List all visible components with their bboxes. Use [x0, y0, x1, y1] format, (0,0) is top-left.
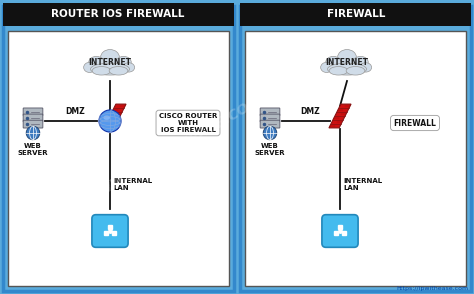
- FancyBboxPatch shape: [23, 114, 43, 122]
- Text: WWW.IPWITHEASE.COM: WWW.IPWITHEASE.COM: [95, 93, 264, 199]
- FancyBboxPatch shape: [240, 3, 471, 26]
- Ellipse shape: [337, 50, 356, 65]
- Circle shape: [99, 110, 121, 132]
- Ellipse shape: [123, 63, 135, 72]
- FancyBboxPatch shape: [260, 114, 280, 122]
- FancyBboxPatch shape: [8, 31, 229, 286]
- Ellipse shape: [328, 63, 366, 75]
- Text: WEB
SERVER: WEB SERVER: [18, 143, 48, 156]
- Ellipse shape: [103, 116, 110, 120]
- Ellipse shape: [100, 50, 119, 65]
- Circle shape: [26, 126, 40, 140]
- FancyBboxPatch shape: [92, 215, 128, 247]
- FancyBboxPatch shape: [240, 6, 471, 291]
- Ellipse shape: [353, 56, 368, 68]
- FancyBboxPatch shape: [260, 120, 280, 128]
- Ellipse shape: [320, 62, 333, 73]
- Text: INTERNET: INTERNET: [326, 58, 368, 66]
- Text: WEB
SERVER: WEB SERVER: [255, 143, 285, 156]
- Text: INTERNET: INTERNET: [89, 58, 131, 66]
- Ellipse shape: [326, 56, 341, 68]
- Text: ROUTER IOS FIREWALL: ROUTER IOS FIREWALL: [51, 9, 185, 19]
- FancyBboxPatch shape: [3, 6, 234, 291]
- FancyBboxPatch shape: [3, 3, 234, 26]
- Polygon shape: [104, 104, 126, 128]
- Ellipse shape: [116, 56, 131, 68]
- Ellipse shape: [360, 63, 372, 72]
- Text: FIREWALL: FIREWALL: [393, 118, 437, 128]
- Text: DMZ: DMZ: [65, 107, 85, 116]
- FancyBboxPatch shape: [23, 120, 43, 128]
- Polygon shape: [329, 104, 351, 128]
- FancyBboxPatch shape: [260, 108, 280, 116]
- Ellipse shape: [92, 66, 111, 75]
- Ellipse shape: [346, 66, 365, 75]
- Text: CISCO ROUTER
WITH
IOS FIREWALL: CISCO ROUTER WITH IOS FIREWALL: [159, 113, 217, 133]
- Text: INTERNAL
LAN: INTERNAL LAN: [113, 178, 152, 191]
- Ellipse shape: [83, 62, 96, 73]
- Ellipse shape: [91, 63, 129, 75]
- Text: INTERNAL
LAN: INTERNAL LAN: [343, 178, 382, 191]
- Ellipse shape: [109, 66, 128, 75]
- Ellipse shape: [329, 66, 348, 75]
- Text: https://ipwithease.com: https://ipwithease.com: [397, 286, 469, 291]
- FancyBboxPatch shape: [322, 215, 358, 247]
- FancyBboxPatch shape: [23, 108, 43, 116]
- Text: FIREWALL: FIREWALL: [327, 9, 385, 19]
- Text: DMZ: DMZ: [300, 107, 320, 116]
- FancyBboxPatch shape: [245, 31, 466, 286]
- Ellipse shape: [89, 56, 104, 68]
- Circle shape: [263, 126, 277, 140]
